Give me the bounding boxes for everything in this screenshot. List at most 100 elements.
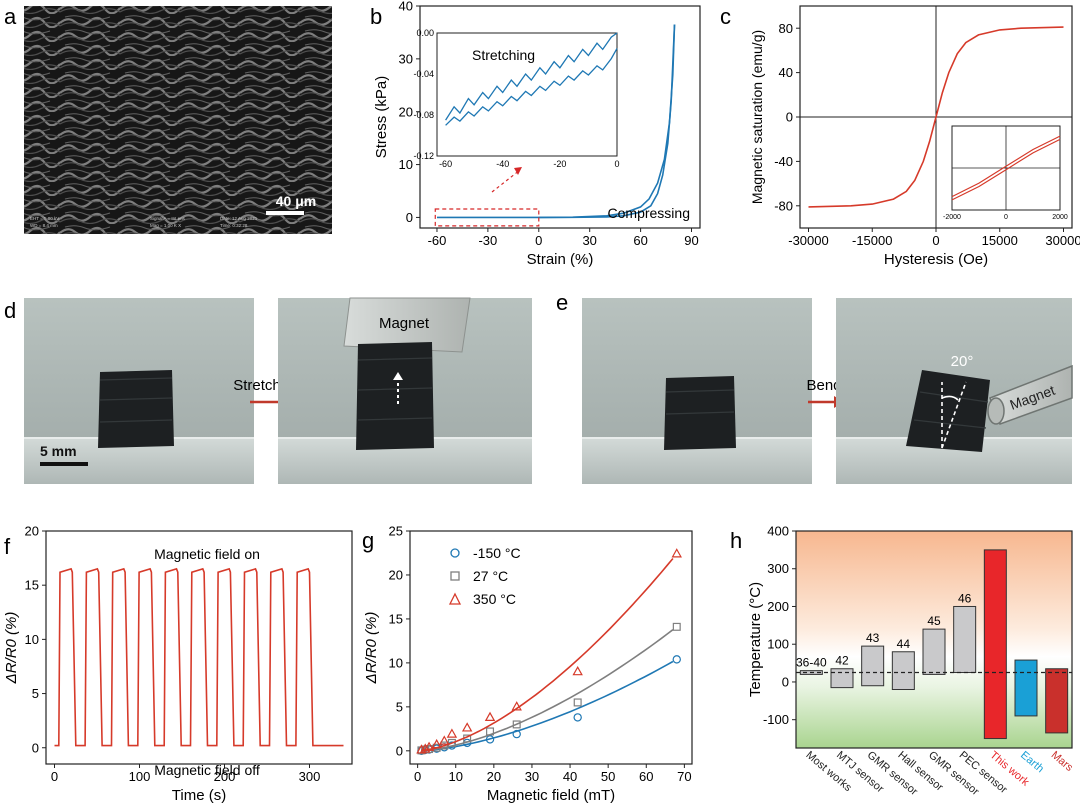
x-tick-label: 0 xyxy=(535,233,542,248)
y-axis-title: ΔR/R0 (%) xyxy=(3,612,20,685)
x-tick-label: 300 xyxy=(299,769,321,784)
inset-line-branch-down xyxy=(951,135,1061,198)
fit-curve-2 xyxy=(421,557,674,752)
panel-label-f: f xyxy=(4,534,11,559)
x-tick-label: 100 xyxy=(129,769,151,784)
data-point xyxy=(416,744,427,754)
x-tick-label: 0 xyxy=(932,233,939,248)
x-tick-label: 40 xyxy=(563,769,577,784)
photo-d-after: Magnet xyxy=(278,297,532,484)
inset-y-tick-label: -0.08 xyxy=(413,110,434,120)
inset-line-branch-up xyxy=(951,138,1061,201)
data-point xyxy=(439,735,450,745)
legend-marker xyxy=(450,548,460,558)
y-tick-label: 10 xyxy=(389,655,403,670)
magnet xyxy=(343,297,471,353)
x-tick-label: 60 xyxy=(639,769,653,784)
panel-d: d 5 mm Stretching Magnet xyxy=(4,297,532,484)
data-point xyxy=(431,738,442,749)
sem-image xyxy=(24,6,332,234)
y-tick-label: 20 xyxy=(25,524,39,539)
photo-d-before: 5 mm xyxy=(24,298,254,484)
panel-h: h -100 0 100 200 300 400 Temperature (°C) 36-40… xyxy=(730,524,1076,799)
data-point xyxy=(485,735,495,744)
x-tick-label: 10 xyxy=(448,769,462,784)
category-label: Mars xyxy=(1049,749,1076,774)
inset-x-tick-label: -40 xyxy=(496,159,509,169)
scale-bar-d xyxy=(40,462,88,466)
y-tick-label: 5 xyxy=(396,699,403,714)
bar-top-label: 46 xyxy=(958,591,972,605)
data-point xyxy=(672,622,681,631)
data-point xyxy=(572,665,583,676)
panel-label-a: a xyxy=(4,4,17,29)
compressing-label: Compressing xyxy=(608,205,690,221)
series-line-mh xyxy=(808,26,1064,208)
y-tick-label: 15 xyxy=(389,611,403,626)
range-bar-3 xyxy=(891,651,915,691)
series-line-response xyxy=(54,567,344,747)
callout-arrow xyxy=(491,169,521,193)
y-tick-label: 400 xyxy=(767,524,789,539)
field-off-label: Magnetic field off xyxy=(154,762,260,778)
chart-h-frame xyxy=(795,530,1073,749)
inset-label: Stretching xyxy=(472,47,535,63)
field-response-chart: 0 10 20 30 40 50 60 70 0 5 10 15 20 25 Magnetic field … xyxy=(363,524,693,804)
range-bar-7 xyxy=(1014,659,1038,717)
data-point xyxy=(573,713,582,722)
y-tick-label: 30 xyxy=(399,51,413,66)
sample-block-bent xyxy=(906,370,990,452)
y-tick-label: 10 xyxy=(25,632,39,647)
bar-top-label: 44 xyxy=(897,637,911,651)
scale-bar-a xyxy=(266,211,304,215)
inset-y-tick-label: -0.12 xyxy=(413,151,434,161)
x-tick-label: -30 xyxy=(478,233,497,248)
sample-block xyxy=(98,370,174,448)
scale-bar-label-a: 40 μm xyxy=(276,193,316,209)
inset-line-stretch-lower xyxy=(445,48,618,126)
sample-block-stretched xyxy=(356,342,434,450)
inset-y-tick-label: -0.04 xyxy=(413,69,434,79)
panel-label-h: h xyxy=(730,528,742,553)
x-tick-label: -60 xyxy=(428,233,447,248)
x-tick-label: 30 xyxy=(582,233,596,248)
x-tick-label: 200 xyxy=(214,769,236,784)
inset-x-tick-label: 0 xyxy=(614,159,619,169)
fit-curve-0 xyxy=(421,660,674,752)
fit-curve-1 xyxy=(421,629,674,752)
photo-e-before xyxy=(582,298,812,484)
data-point xyxy=(446,728,458,738)
panel-b: b -60 -30 0 30 60 90 0 10 20 30 40 Strain (%) Stress… xyxy=(370,0,701,268)
data-point xyxy=(440,741,449,750)
range-bar-5 xyxy=(953,605,977,674)
legend-label: 27 °C xyxy=(473,568,508,584)
inset-line-stretch-upper xyxy=(445,32,618,121)
svg-text:Mag = 1.00 K X: Mag = 1.00 K X xyxy=(150,223,181,228)
inset-x-tick-label: -2000 xyxy=(943,214,961,221)
x-axis-title: Hysteresis (Oe) xyxy=(884,251,988,268)
chart-f-frame xyxy=(45,530,353,765)
y-tick-label: 20 xyxy=(389,568,403,583)
data-point xyxy=(573,698,582,707)
bar-top-label: 43 xyxy=(866,631,880,645)
data-point xyxy=(511,701,522,711)
scale-bar-label-d: 5 mm xyxy=(40,443,77,459)
svg-text:WD = 8.4 mm: WD = 8.4 mm xyxy=(30,223,58,228)
svg-text:EHT = 5.00 kV: EHT = 5.00 kV xyxy=(30,216,59,221)
y-tick-label: 40 xyxy=(779,65,793,80)
chart-b-frame xyxy=(419,5,701,229)
stress-strain-chart: -60 -30 0 30 60 90 0 10 20 30 40 Strain (%) Stress (… xyxy=(373,0,701,268)
legend-marker xyxy=(448,592,462,605)
x-axis-title: Time (s) xyxy=(172,787,226,804)
y-tick-label: 100 xyxy=(767,637,789,652)
y-axis-title: Temperature (°C) xyxy=(747,582,764,697)
time-response-chart: 0 100 200 300 0 5 10 15 20 Time (s) ΔR/R0 (%) Magne… xyxy=(3,524,353,804)
inset-x-tick-label: 0 xyxy=(1004,214,1008,221)
y-axis-title: Stress (kPa) xyxy=(373,76,390,159)
inset-x-tick-label: -20 xyxy=(553,159,566,169)
x-tick-label: 0 xyxy=(414,769,421,784)
magnet-label-d: Magnet xyxy=(379,315,430,332)
y-tick-label: 80 xyxy=(779,21,793,36)
